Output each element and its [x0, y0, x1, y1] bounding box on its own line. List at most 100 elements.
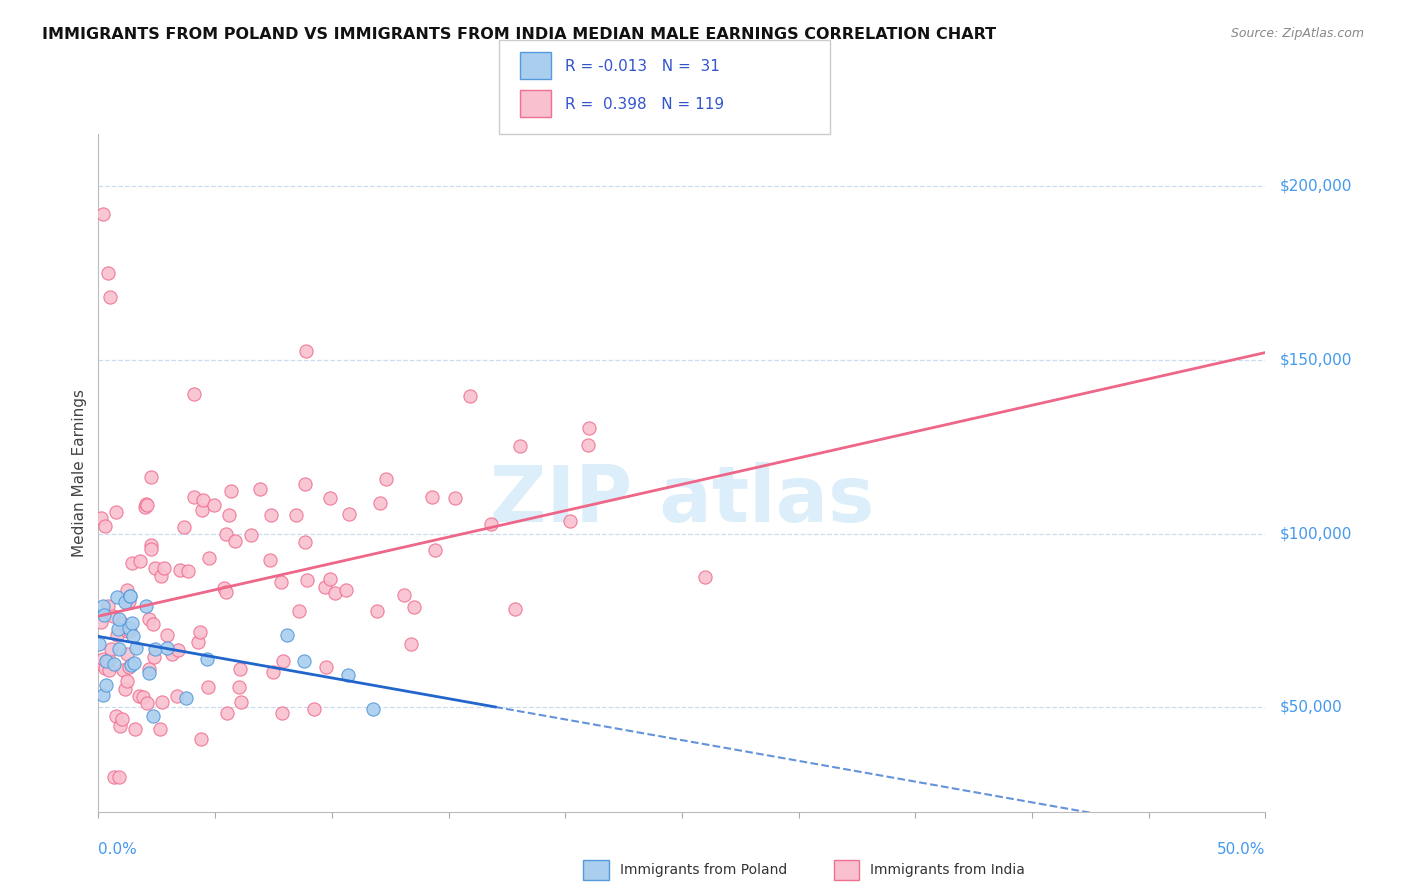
Point [174, 690, 197, 705]
Point [115, 647, 138, 661]
Point [134, 500, 156, 514]
Point [177, 564, 200, 578]
Point [91, 652, 114, 666]
Point [215, 526, 238, 541]
Point [399, 637, 422, 651]
Point [98, 290, 121, 304]
Point [229, 662, 252, 676]
Point [118, 621, 141, 635]
Point [142, 709, 165, 723]
Point [111, 711, 134, 725]
Text: R =  0.398   N = 119: R = 0.398 N = 119 [565, 97, 724, 112]
Point [120, 589, 142, 603]
Point [218, 508, 240, 523]
Point [366, 604, 388, 618]
Point [335, 582, 357, 597]
Text: R = -0.013   N =  31: R = -0.013 N = 31 [565, 59, 720, 74]
Text: Immigrants from India: Immigrants from India [870, 863, 1025, 877]
Point [143, 561, 166, 575]
Text: 50.0%: 50.0% [1218, 842, 1265, 857]
Point [122, 656, 145, 670]
Point [118, 594, 141, 608]
Point [260, 508, 283, 522]
Point [103, 770, 125, 784]
Point [169, 563, 191, 577]
Text: $100,000: $100,000 [1279, 526, 1351, 541]
Point [458, 389, 481, 403]
Point [121, 556, 143, 570]
Point [141, 542, 163, 557]
Point [284, 508, 307, 522]
Point [183, 387, 205, 401]
Point [135, 499, 157, 513]
Point [105, 505, 128, 519]
Point [166, 690, 188, 704]
Point [560, 514, 582, 528]
Point [195, 652, 218, 666]
Point [97, 266, 120, 280]
Point [94, 518, 117, 533]
Text: IMMIGRANTS FROM POLAND VS IMMIGRANTS FROM INDIA MEDIAN MALE EARNINGS CORRELATION: IMMIGRANTS FROM POLAND VS IMMIGRANTS FRO… [42, 27, 997, 42]
Point [190, 731, 212, 746]
Point [143, 642, 166, 657]
Point [107, 612, 129, 626]
Point [108, 642, 131, 657]
Point [124, 722, 146, 736]
Point [91, 207, 114, 221]
Point [314, 580, 336, 594]
Point [294, 343, 316, 358]
Text: 0.0%: 0.0% [98, 842, 138, 857]
Point [315, 660, 337, 674]
Point [191, 502, 214, 516]
Point [129, 554, 152, 568]
Point [229, 695, 252, 709]
Point [319, 572, 342, 586]
Point [156, 640, 179, 655]
Point [153, 561, 176, 575]
Point [128, 689, 150, 703]
Point [187, 635, 209, 649]
Point [105, 590, 128, 604]
Point [120, 589, 142, 603]
Point [292, 654, 315, 668]
Point [198, 550, 221, 565]
Point [96, 678, 118, 692]
Point [149, 723, 172, 737]
Point [91, 688, 114, 702]
Text: $200,000: $200,000 [1279, 178, 1351, 194]
Point [90, 511, 112, 525]
Point [115, 582, 138, 597]
Point [191, 493, 214, 508]
Point [135, 599, 157, 614]
Text: Immigrants from Poland: Immigrants from Poland [620, 863, 787, 877]
Point [368, 496, 391, 510]
Text: $50,000: $50,000 [1279, 700, 1343, 714]
Point [125, 640, 148, 655]
Point [93, 599, 115, 613]
Point [120, 658, 142, 673]
Text: $150,000: $150,000 [1279, 352, 1351, 368]
Point [392, 588, 415, 602]
Point [259, 553, 281, 567]
Point [183, 490, 205, 504]
Point [98, 663, 121, 677]
Point [142, 617, 165, 632]
Point [97, 599, 120, 613]
Point [90, 615, 112, 629]
Text: Source: ZipAtlas.com: Source: ZipAtlas.com [1230, 27, 1364, 40]
Point [122, 629, 145, 643]
Point [107, 622, 129, 636]
Point [94, 654, 117, 668]
Point [91, 657, 114, 671]
Point [276, 628, 298, 642]
Point [173, 520, 195, 534]
Point [121, 615, 143, 630]
Point [420, 490, 443, 504]
Point [104, 708, 127, 723]
Point [94, 661, 117, 675]
Point [219, 484, 242, 499]
Point [270, 574, 292, 589]
Point [96, 654, 118, 668]
Point [249, 482, 271, 496]
Point [135, 696, 157, 710]
